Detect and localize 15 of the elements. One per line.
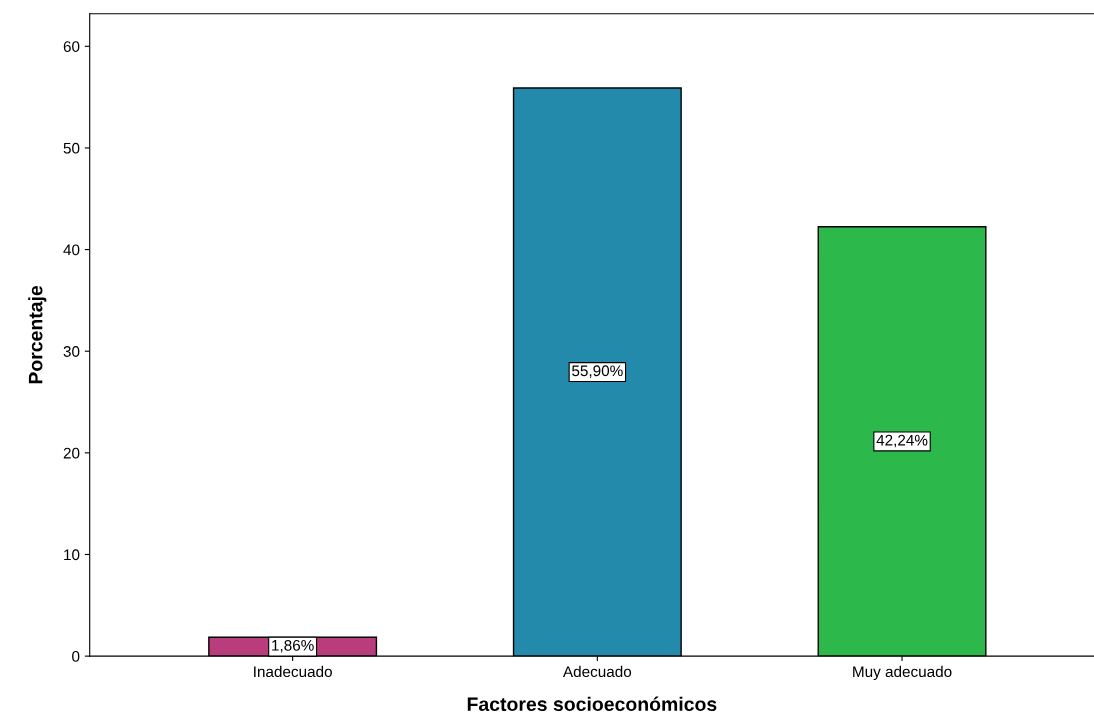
x-tick-label: Inadecuado xyxy=(254,665,332,678)
y-tick-label: 40 xyxy=(63,244,80,256)
data-label: 42,24% xyxy=(876,434,928,448)
y-tick-label: 10 xyxy=(64,549,80,561)
y-tick-label: 0 xyxy=(72,650,80,662)
data-label: 1,86% xyxy=(272,639,314,653)
y-tick-label: 20 xyxy=(63,447,80,459)
x-tick-label: Adecuado xyxy=(562,665,632,678)
x-tick-label: Muy adecuado xyxy=(853,665,952,681)
x-axis-title: Factores socioeconómicos xyxy=(467,696,717,712)
y-tick-label: 60 xyxy=(63,41,80,52)
y-tick-label: 50 xyxy=(63,142,80,154)
y-tick-label: 30 xyxy=(63,346,80,357)
data-label: 55,90% xyxy=(572,365,623,378)
y-axis-title: Porcentaje xyxy=(28,285,47,384)
